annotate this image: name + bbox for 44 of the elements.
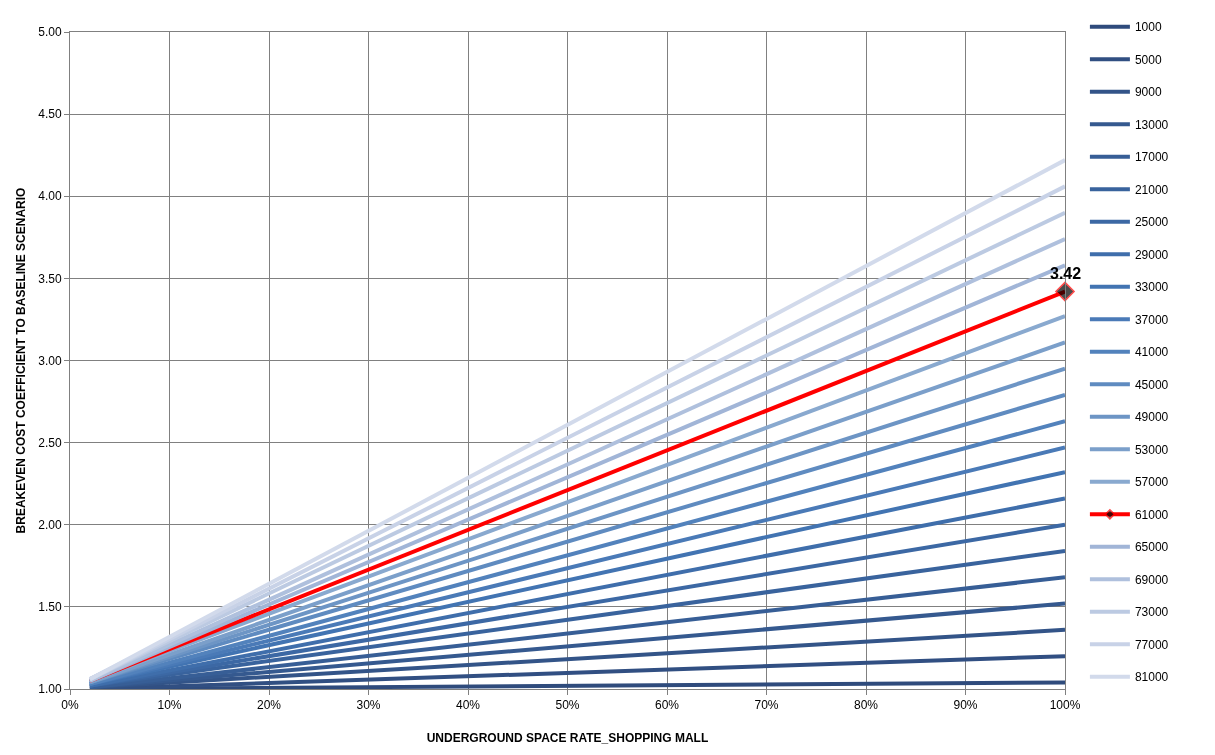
legend-label: 5000: [1134, 52, 1162, 67]
y-tick-label: 1.00: [38, 682, 62, 697]
legend-label: 41000: [1134, 345, 1169, 360]
y-axis-title: BREAKEVEN COST COEFFICIENT TO BASELINE SCENARIO: [13, 187, 28, 534]
y-tick-label: 2.00: [38, 517, 62, 532]
y-tick-label: 1.50: [38, 600, 62, 615]
x-tick-label: 30%: [356, 698, 381, 713]
annotation: 3.42: [1050, 265, 1082, 282]
legend-label: 13000: [1134, 117, 1169, 132]
x-tick-label: 100%: [1049, 698, 1081, 713]
legend-label: 65000: [1134, 540, 1169, 555]
legend-label: 25000: [1134, 215, 1169, 230]
y-tick-label: 2.50: [38, 435, 62, 450]
x-tick-label: 80%: [853, 698, 879, 713]
legend-label: 37000: [1134, 312, 1169, 327]
legend-label: 73000: [1134, 605, 1169, 620]
x-tick-label: 20%: [256, 698, 282, 713]
x-tick-label: 10%: [157, 698, 182, 713]
legend-label: 9000: [1134, 85, 1162, 100]
x-tick-label: 40%: [455, 698, 481, 713]
legend-label: 53000: [1134, 442, 1169, 457]
y-tick-label: 4.50: [38, 107, 62, 122]
legend-label: 21000: [1134, 182, 1169, 197]
y-tick-label: 3.00: [38, 353, 62, 368]
y-tick-label: 3.50: [38, 271, 62, 286]
x-axis-title: UNDERGROUND SPACE RATE_SHOPPING MALL: [426, 731, 709, 746]
legend-label: 57000: [1134, 475, 1169, 490]
legend-label: 49000: [1134, 410, 1169, 425]
legend-label: 61000: [1134, 507, 1169, 522]
legend-label: 81000: [1134, 670, 1169, 685]
legend-label: 33000: [1134, 280, 1169, 295]
x-tick-label: 90%: [953, 698, 978, 713]
x-tick-label: 70%: [754, 698, 779, 713]
y-tick-label: 5.00: [38, 25, 62, 40]
legend-label: 45000: [1134, 377, 1169, 392]
legend-label: 1000: [1134, 20, 1162, 35]
legend-label: 17000: [1134, 150, 1169, 165]
legend-label: 69000: [1134, 572, 1169, 587]
x-tick-label: 60%: [654, 698, 680, 713]
y-tick-label: 4.00: [38, 189, 62, 204]
legend-label: 77000: [1134, 637, 1169, 652]
legend-label: 29000: [1134, 247, 1169, 262]
x-tick-label: 0%: [61, 698, 79, 713]
x-tick-label: 50%: [555, 698, 580, 713]
